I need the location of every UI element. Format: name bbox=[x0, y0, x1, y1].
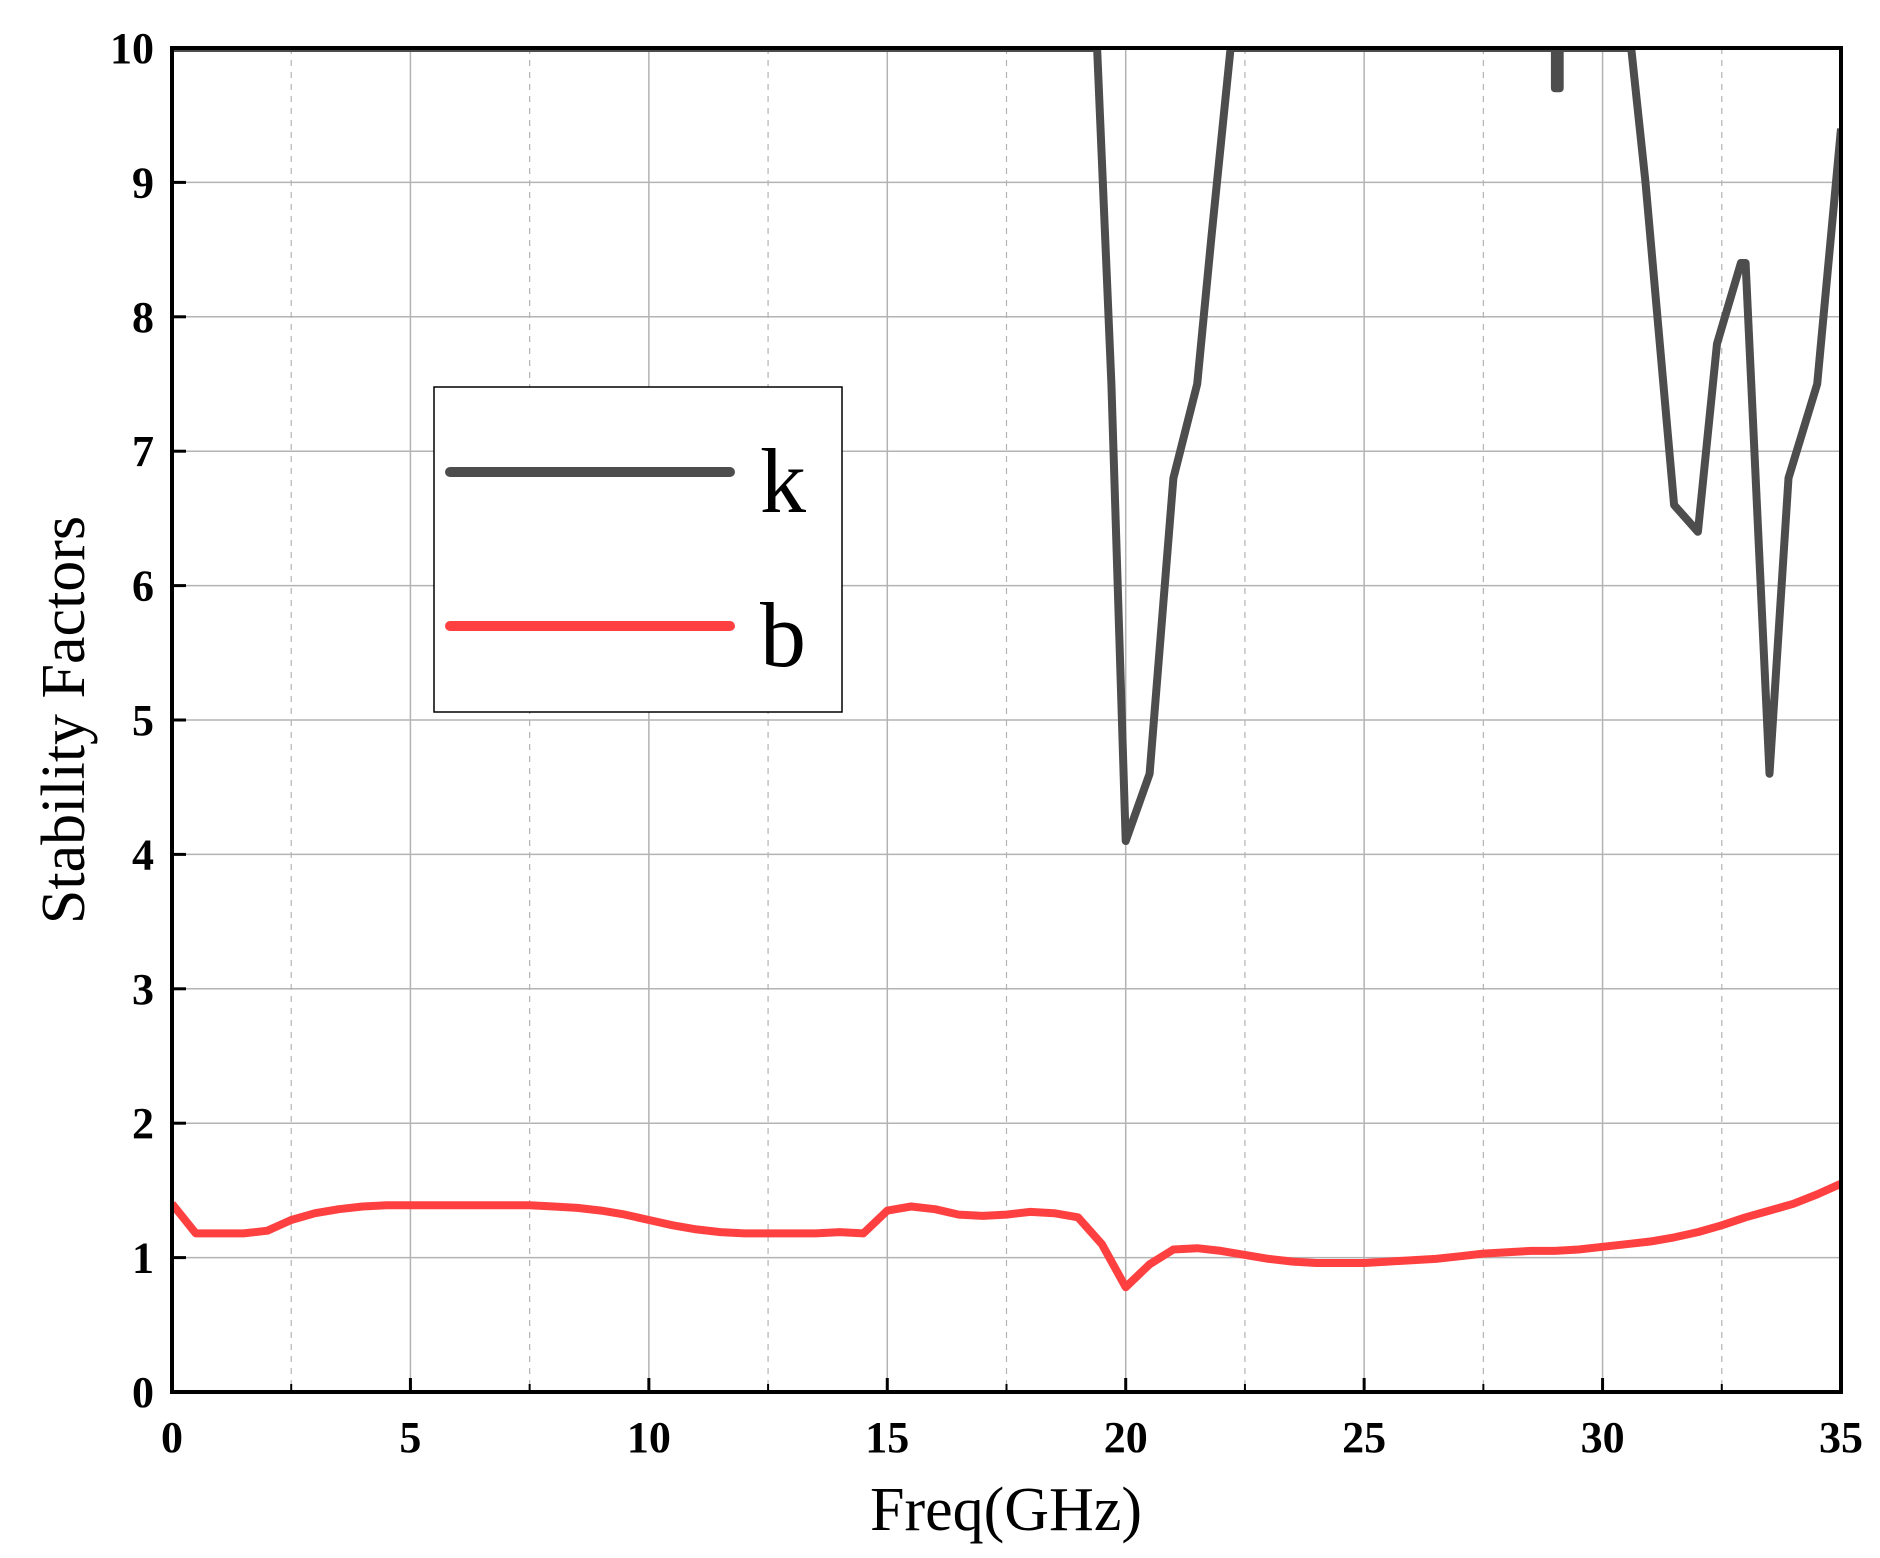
series-line-b bbox=[172, 1180, 1841, 1292]
y-tick-label: 1 bbox=[132, 1234, 154, 1283]
x-axis-title: Freq(GHz) bbox=[870, 1476, 1142, 1544]
x-tick-label: 30 bbox=[1581, 1413, 1625, 1462]
series-line-k bbox=[172, 48, 1841, 845]
y-tick-label: 10 bbox=[110, 24, 154, 73]
ticks: 0 5 10 15 20 25 30 35 0 1 2 3 4 5 6 7 8 9 10 bbox=[110, 24, 1863, 1462]
y-tick-label: 5 bbox=[132, 696, 154, 745]
x-tick-label: 15 bbox=[865, 1413, 909, 1462]
y-tick-label: 7 bbox=[132, 427, 154, 476]
legend-label-k: k bbox=[760, 430, 806, 532]
series-layer bbox=[172, 48, 1841, 1292]
legend-label-b: b bbox=[760, 584, 806, 686]
x-tick-label: 5 bbox=[399, 1413, 421, 1462]
x-tick-label: 25 bbox=[1342, 1413, 1386, 1462]
x-tick-label: 35 bbox=[1819, 1413, 1863, 1462]
x-tick-label: 20 bbox=[1104, 1413, 1148, 1462]
legend: k b bbox=[433, 386, 843, 713]
y-tick-label: 6 bbox=[132, 562, 154, 611]
y-tick-label: 8 bbox=[132, 293, 154, 342]
y-tick-label: 3 bbox=[132, 965, 154, 1014]
y-tick-label: 2 bbox=[132, 1099, 154, 1148]
x-tick-label: 10 bbox=[627, 1413, 671, 1462]
y-tick-label: 9 bbox=[132, 158, 154, 207]
legend-box bbox=[433, 386, 843, 713]
grid bbox=[172, 48, 1841, 1392]
y-tick-label: 4 bbox=[132, 830, 154, 879]
y-tick-label: 0 bbox=[132, 1368, 154, 1417]
y-axis-title: Stability Factors bbox=[30, 516, 98, 924]
x-tick-label: 0 bbox=[161, 1413, 183, 1462]
